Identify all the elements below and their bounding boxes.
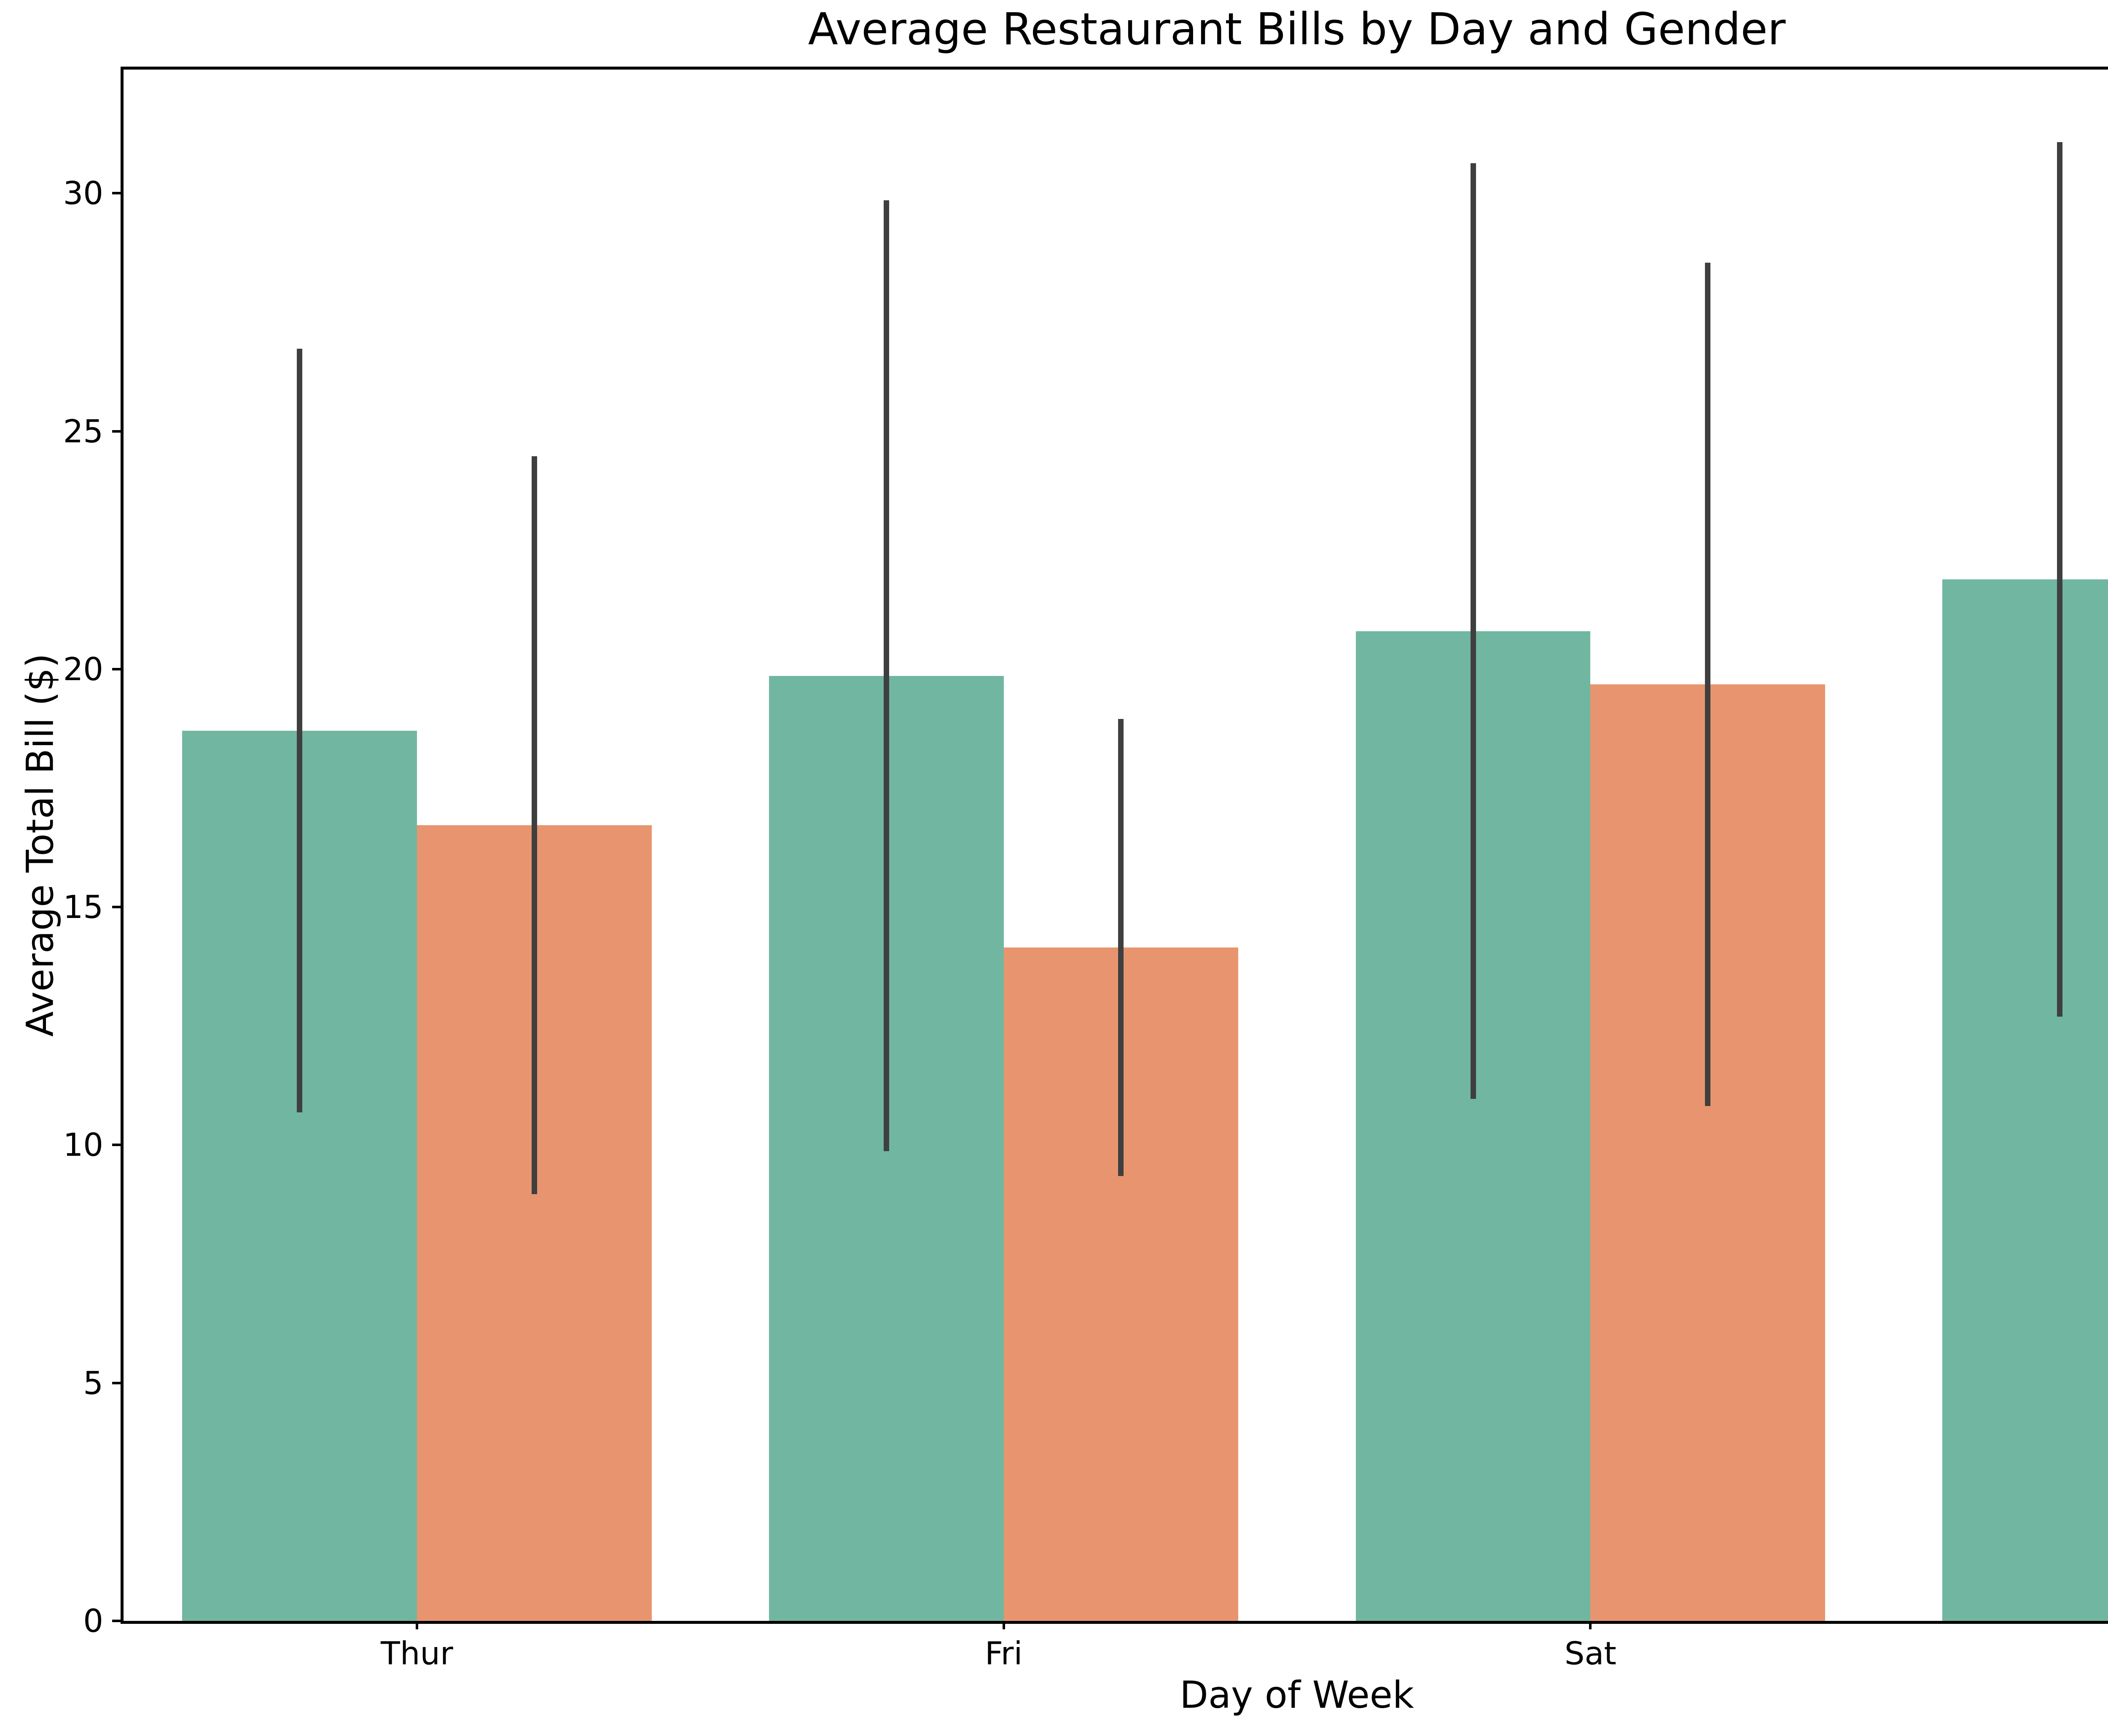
x-tick-label-sat: Sat — [1564, 1635, 1616, 1672]
y-tick-15 — [112, 906, 121, 909]
errorbar-male-sat — [1470, 163, 1476, 1099]
y-tick-label-5: 5 — [83, 1364, 103, 1402]
y-tick-label-25: 25 — [63, 412, 103, 450]
y-tick-20 — [112, 667, 121, 670]
errorbar-female-sat — [1705, 263, 1711, 1106]
errorbar-male-fri — [883, 200, 889, 1152]
errorbar-male-thur — [297, 349, 303, 1112]
plot-area: 051015202530ThurFriSatSun — [63, 67, 2108, 1672]
errorbar-female-thur — [531, 456, 537, 1194]
bar-male-sun — [1942, 579, 2108, 1621]
errorbar-male-sun — [2057, 142, 2063, 1017]
y-tick-label-20: 20 — [63, 650, 103, 688]
x-tick-label-fri: Fri — [984, 1635, 1023, 1672]
y-tick-label-30: 30 — [63, 175, 103, 212]
y-tick-10 — [112, 1144, 121, 1147]
y-tick-25 — [112, 430, 121, 433]
x-tick-label-thur: Thur — [381, 1635, 453, 1672]
y-tick-5 — [112, 1381, 121, 1384]
x-axis-label: Day of Week — [1180, 1673, 1414, 1717]
y-tick-30 — [112, 192, 121, 195]
y-axis-label: Average Total Bill ($) — [18, 653, 62, 1037]
y-tick-label-10: 10 — [63, 1126, 103, 1164]
x-tick-sat — [1589, 1621, 1592, 1629]
chart-title: Average Restaurant Bills by Day and Gend… — [808, 3, 1786, 55]
x-tick-fri — [1002, 1621, 1005, 1629]
x-tick-thur — [415, 1621, 418, 1629]
errorbar-female-fri — [1118, 719, 1124, 1176]
y-tick-label-15: 15 — [63, 888, 103, 926]
y-tick-label-0: 0 — [83, 1602, 103, 1639]
y-tick-0 — [112, 1620, 121, 1622]
